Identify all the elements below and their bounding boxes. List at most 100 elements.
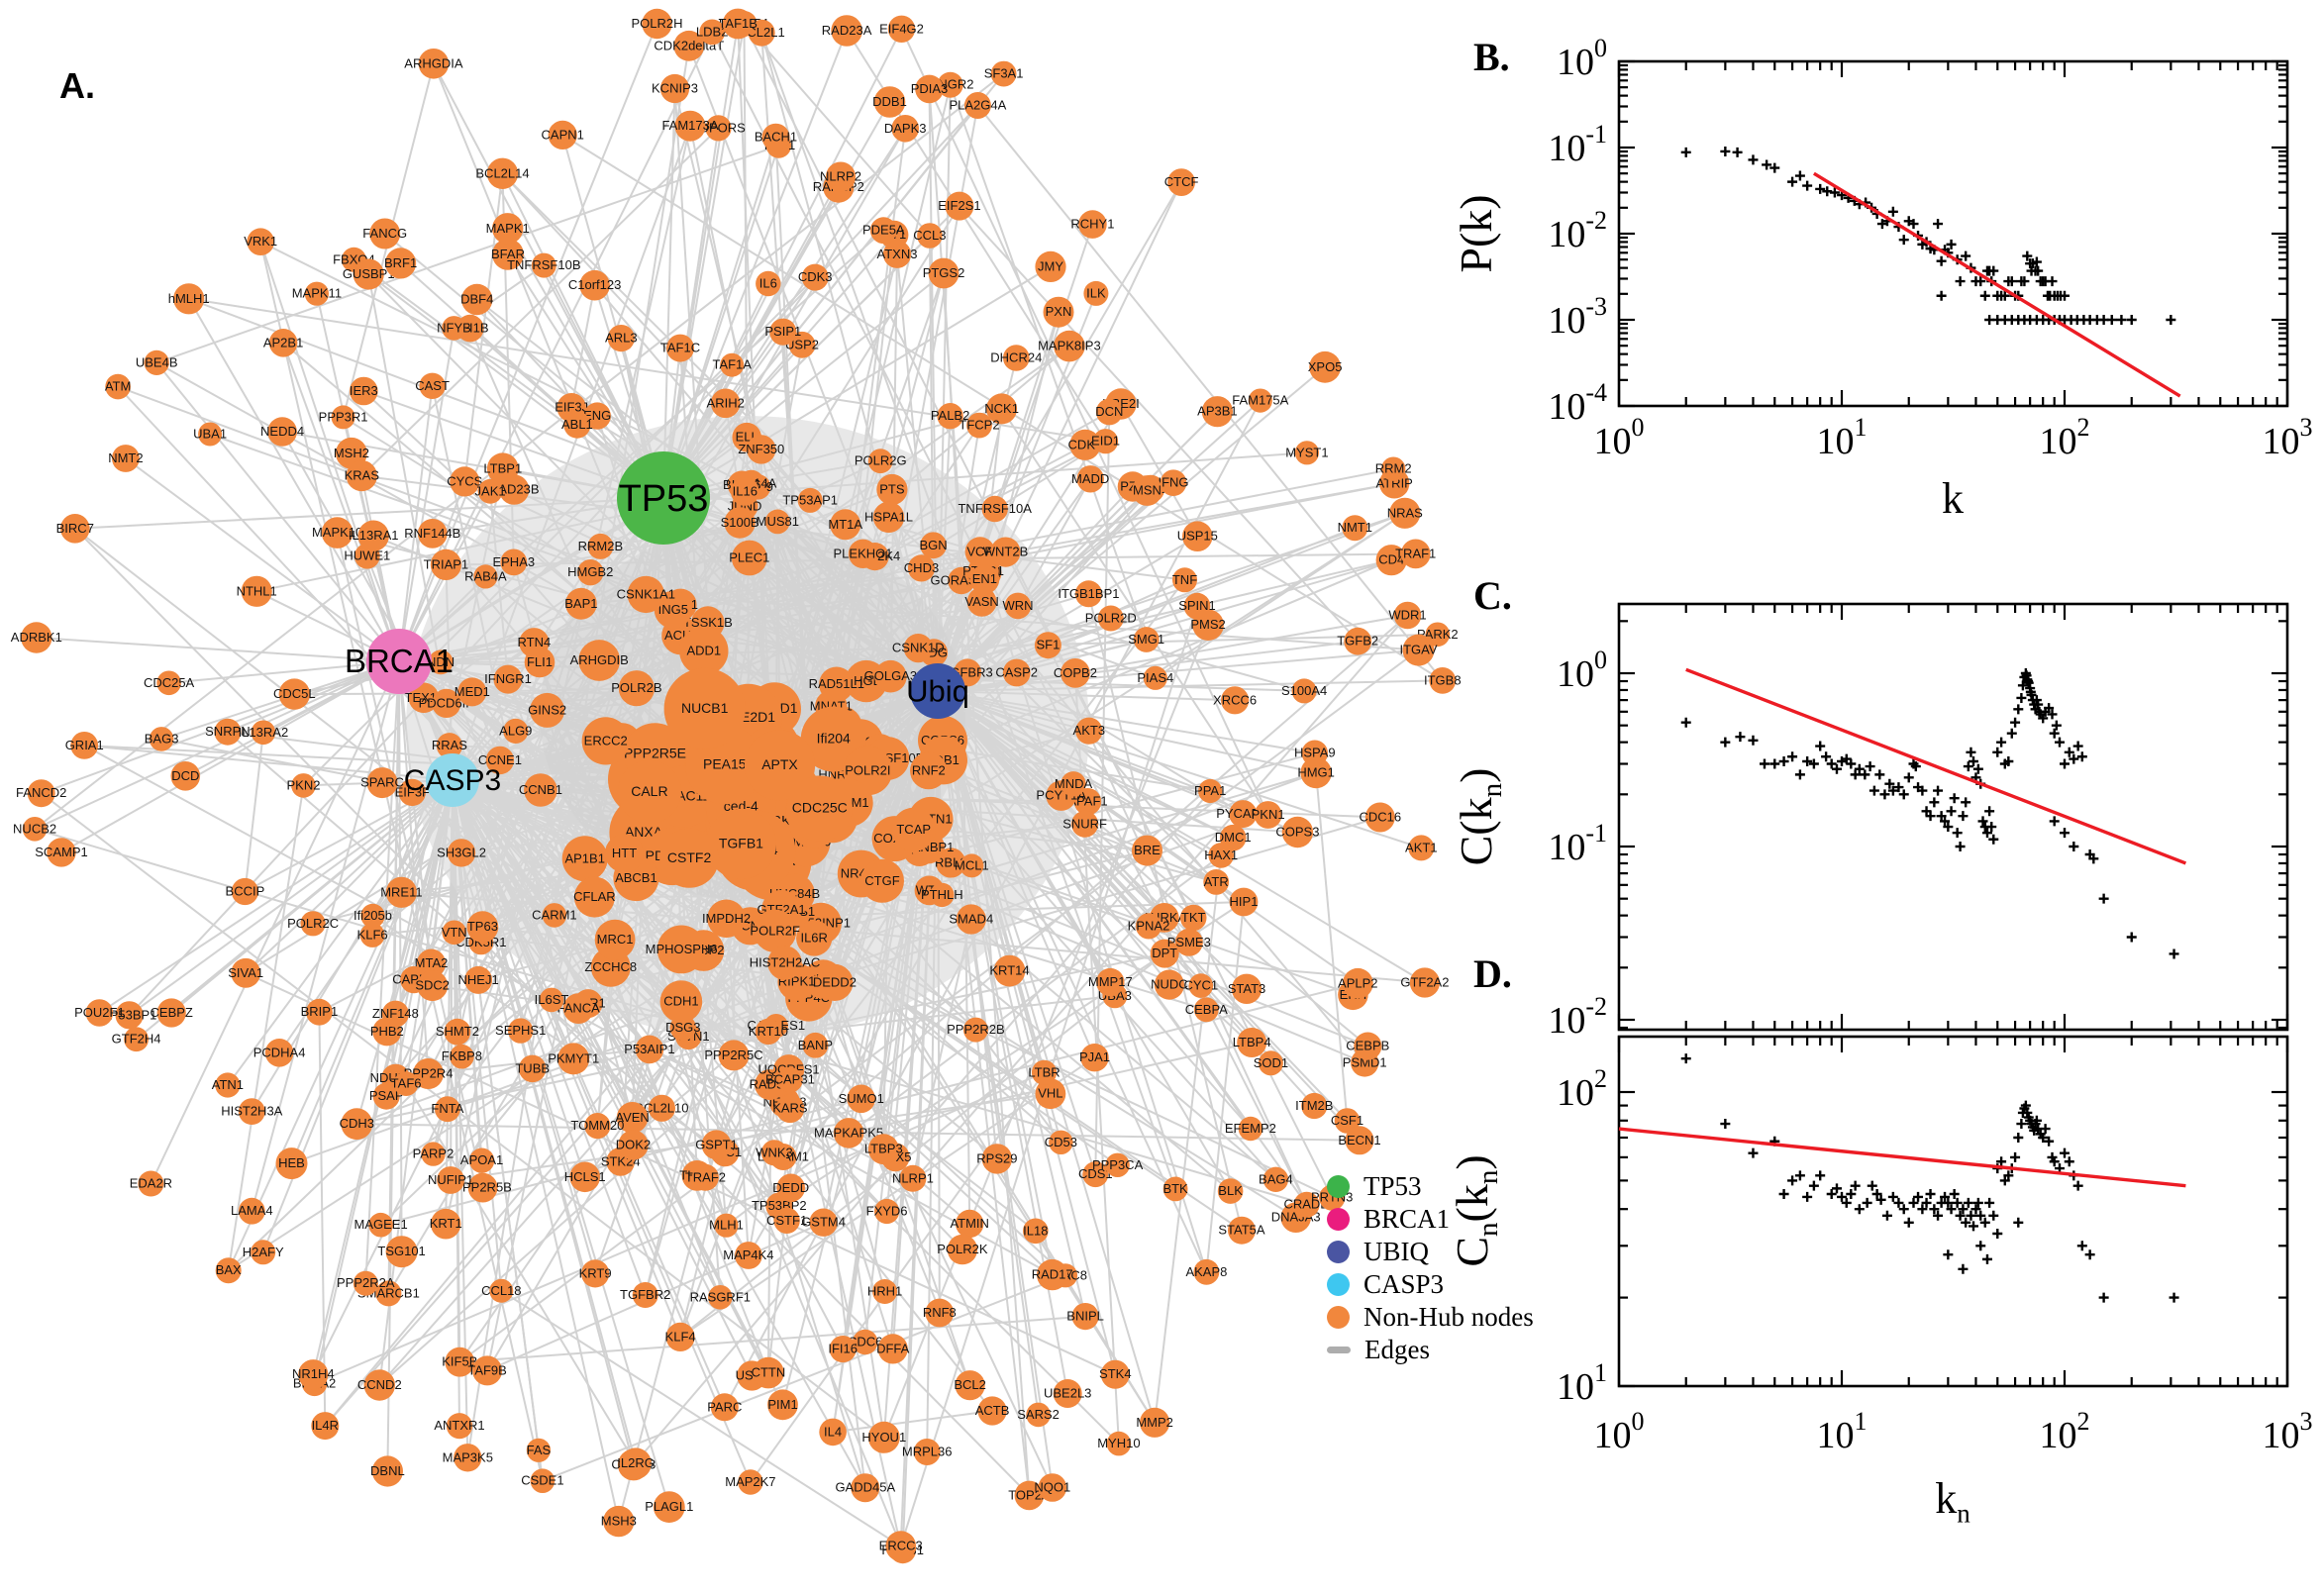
data-point-marker (1815, 741, 1826, 751)
network-node-label: BCL2L10 (635, 1100, 688, 1115)
data-point-marker (2126, 315, 2137, 325)
axis-label: C(kn​) (1451, 768, 1508, 866)
data-point-marker (1720, 1119, 1731, 1130)
network-node (788, 331, 816, 358)
network-node (1002, 658, 1031, 687)
network-node-label: CASP2 (995, 665, 1038, 680)
data-point-marker (1933, 219, 1944, 230)
data-point-marker (1862, 1197, 1872, 1208)
network-edge (1120, 403, 1199, 538)
network-node (1143, 665, 1167, 690)
network-node (825, 161, 857, 192)
data-point-marker (1933, 785, 1944, 796)
legend: TP53 BRCA1 UBIQ CASP3 Non-Hub nodes Edge… (1327, 1170, 1534, 1366)
data-point-marker (2060, 828, 2070, 839)
data-point-marker (1794, 769, 1805, 780)
network-node (548, 120, 577, 150)
data-point-marker (1831, 763, 1842, 774)
edge-swatch-icon (1327, 1347, 1351, 1353)
network-node-label: MAP3K5 (443, 1449, 493, 1464)
network-node-label: BCL2 (954, 1377, 986, 1392)
data-point-marker (1868, 785, 1879, 796)
network-edge (378, 981, 836, 1386)
legend-item-tp53: TP53 (1327, 1170, 1534, 1203)
data-point-marker (1958, 1263, 1969, 1274)
tick-label: 101 (1817, 413, 1868, 462)
network-node-label: FXYD6 (866, 1204, 908, 1219)
network-node (381, 1000, 409, 1028)
network-node-label: ITGB1BP1 (1058, 586, 1119, 601)
network-node-label: PIAS4 (1137, 670, 1173, 685)
network-node (847, 1084, 875, 1114)
data-point-marker (2064, 1156, 2074, 1167)
network-node (853, 1329, 878, 1355)
network-edge (155, 361, 400, 662)
network-node (454, 1444, 482, 1472)
network-edge (542, 1274, 1066, 1482)
data-point-marker (1992, 1229, 2003, 1239)
network-node-label: CCL18 (481, 1283, 521, 1298)
network-node-label: FANCA (557, 1001, 601, 1016)
network-edge (125, 457, 400, 662)
network-edge (633, 790, 1211, 1466)
network-node-label: IFI16 (828, 1342, 858, 1356)
network-node (500, 549, 528, 576)
tick-label: 102 (2040, 1407, 2090, 1456)
network-node (1167, 168, 1195, 197)
data-point-marker (1887, 206, 1898, 217)
tp53-swatch-icon (1327, 1175, 1350, 1198)
network-node-label: BCL2L14 (475, 165, 529, 180)
data-point-marker (1963, 1197, 1973, 1208)
network-node (1106, 1431, 1132, 1456)
data-point-marker (2006, 728, 2017, 739)
network-node (1071, 1303, 1099, 1331)
data-point-marker (2116, 315, 2127, 325)
casp3-swatch-icon (1327, 1273, 1350, 1296)
data-point-marker (2016, 1119, 2027, 1130)
network-node (445, 1347, 475, 1377)
data-point-marker (2016, 692, 2027, 703)
network-edge (662, 23, 746, 499)
network-node-label: S100A4 (1281, 683, 1327, 698)
network-node (797, 487, 823, 513)
network-node (1053, 1379, 1082, 1408)
network-node (231, 877, 258, 906)
network-node-label: NEDD4 (260, 424, 304, 439)
network-node (363, 1369, 395, 1401)
network-node-label: FKBP8 (442, 1048, 482, 1063)
network-node-label: NDN (427, 654, 454, 669)
network-node (648, 1094, 676, 1122)
network-node (775, 1094, 805, 1124)
network-node-label: VCP (966, 544, 993, 558)
network-node (1309, 350, 1341, 383)
network-edge (900, 28, 1269, 816)
network-node (115, 1001, 144, 1030)
data-point-marker (1865, 761, 1875, 772)
network-node (748, 19, 775, 47)
network-edge (227, 785, 305, 1271)
network-edge (832, 1410, 993, 1434)
data-point-marker (2126, 932, 2137, 943)
data-point-marker (1778, 1189, 1789, 1199)
network-node (1092, 429, 1119, 454)
data-point-marker (1984, 806, 1995, 817)
network-node (144, 349, 169, 375)
network-node-label: CDC5L (273, 686, 316, 701)
network-node-label: HMGB2 (567, 564, 613, 579)
network-edge (227, 779, 454, 1271)
tick-label: 10-2 (1548, 992, 1607, 1042)
network-node-label: MYH10 (1097, 1436, 1140, 1450)
network-node-label: CYCS (447, 473, 482, 488)
network-node-label: COPS3 (1275, 825, 1319, 840)
network-node-label: MTA2 (415, 955, 449, 970)
network-panel: USF2CDC6COPS6COPS2COPS3SNRPNBCCIPCCNB1CD… (11, 8, 1462, 1564)
network-edge (282, 342, 400, 662)
plot-frame (1617, 59, 2289, 408)
network-node (710, 388, 741, 419)
network-node-label: TP53BP1 (102, 1007, 157, 1022)
network-node (577, 559, 604, 586)
tick-label: 101 (1817, 1407, 1868, 1456)
network-edge (743, 23, 931, 237)
network-node-label: CDK3 (798, 269, 833, 284)
network-edge (36, 637, 400, 662)
